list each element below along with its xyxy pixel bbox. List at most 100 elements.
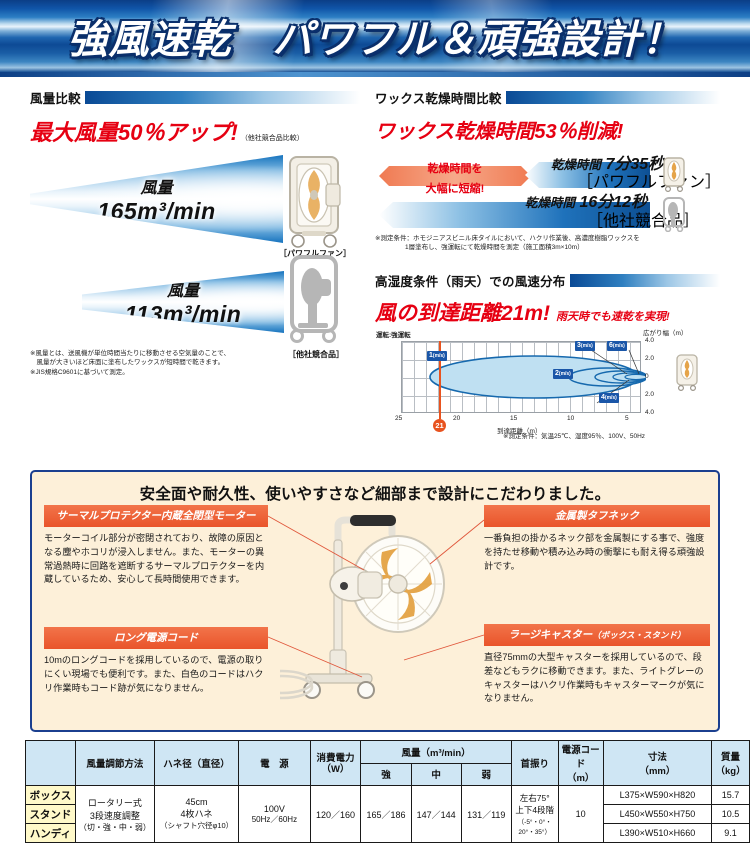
powerful-drying-label: 乾燥時間 (551, 158, 602, 172)
heading-gradient-bar (84, 91, 360, 104)
feature-long-power-cord-tag: ロング電源コード (44, 627, 268, 649)
competitor-drying-bar (379, 202, 650, 228)
chart-ytick-zero: 0 (645, 372, 649, 380)
table-row: スタンド L450×W550×H750 10.5 (25, 804, 750, 824)
powerful-fan-cone-label: 風量 165m³/min (30, 155, 283, 243)
row-name-box: ボックス (25, 785, 76, 805)
powerful-airflow-value: 165m³/min (97, 197, 216, 224)
wind-speed-distribution-chart: 運転:強運転 広がり幅（m） 21 1(m/s) 2(m/s) 3(m/s) (375, 327, 720, 442)
banner-title: 強風速乾 パワフル＆頑強設計！ (67, 18, 683, 62)
table-header-row-1: 風量調節方法 ハネ径（直径） 電 源 消費電力 （W） 風量（m³/min） 首振… (25, 740, 750, 786)
cell-size-handy: L390×W510×H660 (602, 823, 713, 843)
competitor-fan-cone: 風量 113m³/min (82, 271, 284, 333)
wax-section-heading: ワックス乾燥時間比較 (375, 88, 720, 107)
banner-underline (0, 72, 750, 77)
heading-gradient-bar (569, 273, 720, 287)
wind-distribution-section: 高湿度条件（雨天）での風速分布 風の到達距離21m! 雨天時でも速乾を実現! 運… (375, 271, 720, 442)
competitor-fan-airflow-figure: 風量 113m³/min ［他社競合品］ (30, 255, 360, 359)
wind-headline: 風の到達距離21m! (375, 301, 551, 325)
reduction-text-line1: 乾燥時間を (427, 163, 483, 175)
feature-thermal-protector: サーマルプロテクター内蔵全閉型モーター モーターコイル部分が密閉されており、故障… (44, 505, 268, 587)
feature-panel: 安全面や耐久性、使いやすさなど細部まで設計にこだわりました。 (30, 470, 720, 732)
competitor-drying-label: 乾燥時間 (525, 196, 576, 210)
page-banner: 強風速乾 パワフル＆頑強設計！ (0, 0, 750, 72)
feature-thermal-protector-body: モーターコイル部分が密閉されており、故障の原因となる塵やホコリが浸入しません。ま… (44, 533, 265, 585)
wind-headline-sub: 雨天時でも速乾を実現! (556, 310, 670, 323)
chart-condition-label: 運転:強運転 (376, 331, 411, 339)
cell-weight-handy: 9.1 (711, 823, 750, 843)
powerful-fan-airflow-figure: 風量 165m³/min ［パワフルファン］ (30, 155, 360, 258)
wax-headline-row: ワックス乾燥時間53％削減! (375, 115, 720, 144)
wax-drying-chart: 乾燥時間を 大幅に短縮! 乾燥時間 7分35秒 ［パワフルファン］ 乾燥時間 1… (375, 150, 721, 232)
wax-headline: ワックス乾燥時間53％削減! (375, 121, 624, 143)
feature-metal-tough-neck-body: 一番負担の掛かるネック部を金属製にする事で、強度を持たせ移動や積み込み時の衝撃に… (484, 533, 705, 571)
cell-swing: 左右75° 上下4段階 （-5°・0°・ 20°・35°） (510, 785, 559, 843)
time-reduction-arrow (379, 166, 531, 186)
right-column: ワックス乾燥時間比較 ワックス乾燥時間53％削減! 乾燥時間を 大幅に短縮! 乾… (375, 88, 721, 442)
cell-size-box: L375×W590×H820 (602, 785, 713, 805)
heading-gradient-bar (505, 91, 720, 104)
competitor-fan-small-icon (663, 197, 685, 232)
speed-tag-6: 6(m/s) (607, 340, 627, 351)
feature-thermal-protector-tag: サーマルプロテクター内蔵全閉型モーター (44, 505, 268, 527)
competitor-drying-label-group: 乾燥時間 16分12秒 (525, 188, 647, 212)
speed-tag-4: 4(m/s) (599, 392, 619, 403)
chart-ytick-bottom: 4.0 (645, 408, 655, 416)
speed-tag-1: 1(m/s) (427, 350, 447, 361)
th-cord: 電源コード （m） (557, 740, 604, 786)
wind-headline-row: 風の到達距離21m! 雨天時でも速乾を実現! (375, 297, 720, 327)
wind-heading-text: 高湿度条件（雨天）での風速分布 (375, 274, 566, 289)
feature-long-power-cord-body: 10mのロングコードを採用しているので、電源の取りにくい現場でも便利です。また、… (44, 655, 264, 693)
competitor-airflow-label: 風量 (166, 282, 199, 300)
row-name-stand: スタンド (25, 804, 76, 824)
powerful-fan-cone: 風量 165m³/min (30, 155, 283, 243)
feature-long-power-cord: ロング電源コード 10mのロングコードを採用しているので、電源の取りにくい現場で… (44, 627, 268, 695)
chart-ytick-2a: 2.0 (645, 354, 655, 362)
speed-tag-2: 2(m/s) (553, 368, 573, 379)
powerful-drying-label-group: 乾燥時間 7分35秒 (551, 150, 664, 174)
powerful-fan-small-icon (663, 157, 685, 192)
competitor-airflow-value: 113m³/min (124, 300, 242, 327)
cell-adjust: ロータリー式 3段速度調整 （切・強・中・弱） (74, 785, 155, 843)
chart-ylabel: 広がり幅（m） (643, 329, 688, 337)
reduction-text-line2: 大幅に短縮! (425, 183, 485, 195)
cell-cord: 10 (557, 785, 604, 843)
airflow-note-3: ※JIS規格C9601に基づいて測定。 (30, 368, 129, 376)
chart-ytick-2b: 2.0 (645, 390, 655, 398)
airflow-headline: 最大風量50％アップ! (30, 120, 238, 145)
feature-panel-title: 安全面や耐久性、使いやすさなど細部まで設計にこだわりました。 (139, 486, 611, 503)
chart-xtick-20: 20 (453, 414, 461, 422)
chart-fan-icon (676, 354, 698, 391)
cell-size-stand: L450×W550×H750 (602, 804, 713, 824)
powerful-drying-bar-fill (525, 162, 650, 188)
cell-airflow-mid: 147／144 (410, 785, 462, 843)
wax-note-1: ※測定条件：ホモジニアスビニル床タイルにおいて、ハクリ作業後、高濃度樹脂ワックス… (375, 235, 640, 242)
competitor-fan-illustration (290, 255, 338, 343)
th-adjust: 風量調節方法 (74, 740, 155, 786)
chart-xlabel: 到達距離（m） (497, 427, 542, 435)
cell-watt: 120／160 (309, 785, 362, 843)
th-airflow-group: 風量（m³/min） (360, 740, 512, 764)
chart-ytick-top: 4.0 (645, 336, 655, 344)
competitor-drying-bar-fill (379, 202, 650, 228)
th-swing: 首振り (510, 740, 559, 786)
feature-metal-tough-neck: 金属製タフネック 一番負担の掛かるネック部を金属製にする事で、強度を持たせ移動や… (484, 505, 710, 573)
feature-large-caster-body: 直径75mmの大型キャスターを採用しているので、段差などもラクに移動できます。ま… (484, 652, 705, 704)
th-airflow-weak: 弱 (460, 762, 512, 786)
powerful-fan-caption: ［パワフルファン］ (279, 249, 351, 258)
cell-weight-box: 15.7 (711, 785, 750, 805)
cell-power: 100V 50Hz／60Hz (238, 785, 311, 843)
th-airflow-strong: 強 (360, 762, 412, 786)
airflow-notes: ※風量とは、送風機が単位時間当たりに移動させる空気量のことで、 風量が大きいほど… (30, 349, 290, 377)
airflow-heading-text: 風量比較 (30, 92, 81, 106)
table-header-row-2: 強 中 弱 (26, 762, 750, 786)
feature-large-caster: ラージキャスター（ボックス・スタンド） 直径75mmの大型キャスターを採用してい… (484, 624, 710, 706)
feature-metal-tough-neck-tag: 金属製タフネック (484, 505, 710, 527)
reach-marker-line (439, 340, 441, 419)
airflow-headline-note: （他社競合品比較） (240, 135, 304, 142)
powerful-drying-value: 7分35秒 (605, 156, 665, 173)
feature-large-caster-tag: ラージキャスター（ボックス・スタンド） (484, 624, 710, 646)
wax-notes: ※測定条件：ホモジニアスビニル床タイルにおいて、ハクリ作業後、高濃度樹脂ワックス… (375, 234, 705, 253)
product-illustration (280, 515, 445, 700)
wax-note-2: 1層塗布し、強運転にて乾燥時間を測定（施工面積3m×10m） (405, 244, 584, 252)
